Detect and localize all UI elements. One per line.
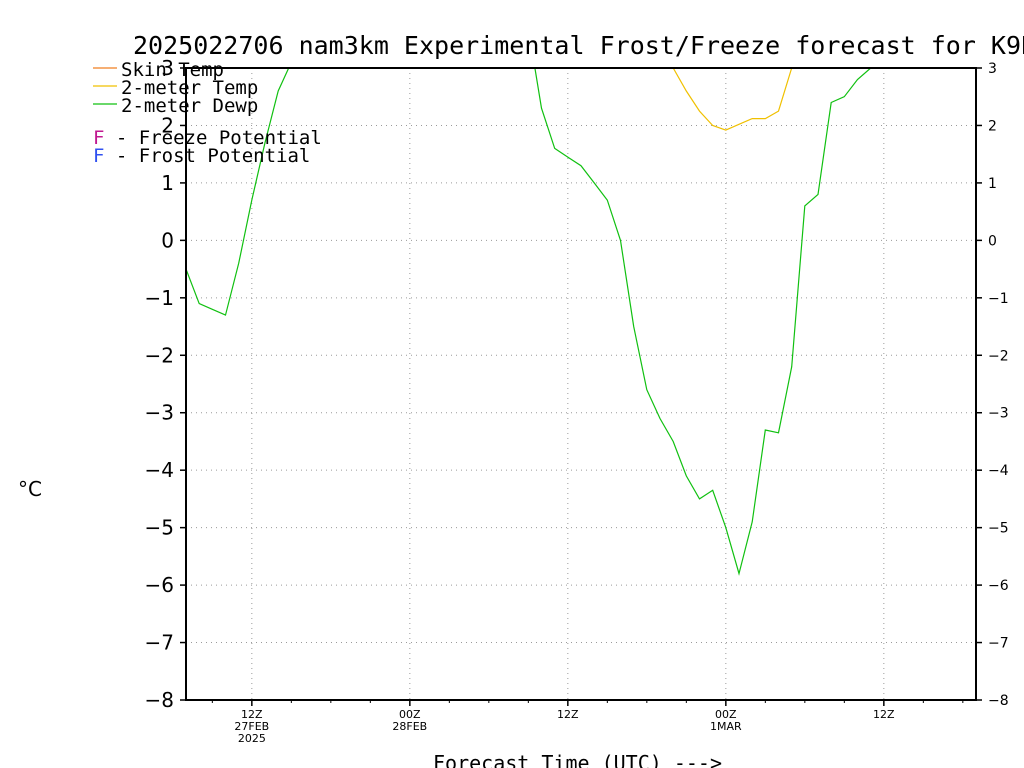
x-tick-label: 27FEB xyxy=(234,720,269,733)
y-tick-label-right: −8 xyxy=(988,693,1009,709)
series-line-2-meter-dewp xyxy=(186,68,872,576)
y-tick-label-right: 1 xyxy=(988,176,997,192)
y-tick-label-left: 1 xyxy=(161,171,174,195)
y-tick-label-right: −3 xyxy=(988,406,1009,422)
axis-ticks xyxy=(180,67,982,706)
y-tick-label-left: −2 xyxy=(145,343,174,367)
x-tick-label: 12Z xyxy=(241,708,263,721)
x-tick-label: 00Z xyxy=(399,708,421,721)
legend-entry-label: 2-meter Temp xyxy=(121,77,258,99)
chart-title: 2025022706 nam3km Experimental Frost/Fre… xyxy=(133,31,1024,60)
legend-entry-label: 2-meter Dewp xyxy=(121,95,258,117)
grid-lines xyxy=(186,68,976,700)
y-tick-label-left: 3 xyxy=(161,56,174,80)
y-tick-label-right: 2 xyxy=(988,118,997,134)
plot-frame xyxy=(185,67,977,701)
x-tick-label: 12Z xyxy=(557,708,579,721)
x-axis-label: Forecast Time (UTC) ---> xyxy=(433,751,722,768)
x-tick-label: 2025 xyxy=(238,732,266,745)
y-tick-label-right: −2 xyxy=(988,348,1009,364)
y-tick-label-right: −7 xyxy=(988,636,1009,652)
y-tick-label-left: −7 xyxy=(145,631,174,655)
y-tick-label-right: 0 xyxy=(988,233,997,249)
x-tick-label: 12Z xyxy=(873,708,895,721)
y-tick-label-left: −1 xyxy=(145,286,174,310)
y-tick-label-left: −5 xyxy=(145,516,174,540)
series-line-2-meter-temp xyxy=(672,68,793,131)
tick-labels: 3 3 2 2 1 1 0 0 −1 −1 −2 −2 −3 −3 −4 −4 −5 −5 −6 −6 −7 −7 −8 −8… xyxy=(145,56,1009,745)
y-tick-label-left: −8 xyxy=(145,688,174,712)
y-tick-label-left: 2 xyxy=(161,113,174,137)
y-tick-label-left: −6 xyxy=(145,573,174,597)
y-axis-unit: °C xyxy=(18,477,42,501)
x-tick-label: 28FEB xyxy=(392,720,427,733)
y-tick-label-right: 3 xyxy=(988,61,997,77)
x-tick-label: 00Z xyxy=(715,708,737,721)
legend-potential-label: F - Frost Potential xyxy=(93,145,310,167)
y-tick-label-right: −4 xyxy=(988,463,1009,479)
y-tick-label-right: −5 xyxy=(988,521,1009,537)
legend-potential-label: F - Freeze Potential xyxy=(93,127,322,149)
y-tick-label-left: 0 xyxy=(161,228,174,252)
y-tick-label-right: −6 xyxy=(988,578,1009,594)
y-tick-label-right: −1 xyxy=(988,291,1009,307)
y-tick-label-left: −3 xyxy=(145,401,174,425)
x-tick-label: 1MAR xyxy=(710,720,742,733)
legend-entry-label: Skin Temp xyxy=(121,59,224,81)
data-series xyxy=(186,68,872,576)
y-tick-label-left: −4 xyxy=(145,458,174,482)
